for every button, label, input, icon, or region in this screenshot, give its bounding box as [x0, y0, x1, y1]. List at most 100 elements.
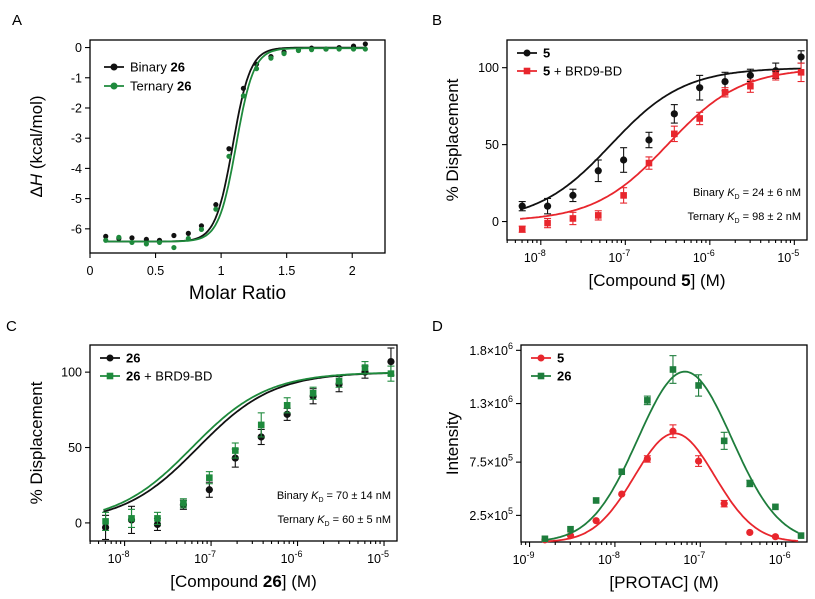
- series-2: 26 + BRD9-BD: [100, 361, 395, 531]
- legend-marker: [537, 372, 545, 380]
- legend-label: 5 + BRD9-BD: [543, 64, 622, 79]
- x-tick-exp: -7: [697, 550, 705, 560]
- legend-name-bold: 5: [557, 351, 564, 366]
- y-tick-base: -3: [71, 132, 82, 146]
- data-point: [544, 219, 551, 227]
- x-tick-exp: -7: [622, 248, 630, 258]
- y-tick-base: 100: [478, 61, 499, 75]
- legend-label: 26 + BRD9-BD: [126, 369, 212, 384]
- kd-sub: D: [735, 218, 740, 225]
- kd-post: = 24 ± 6 nM: [740, 187, 801, 199]
- kd-k: K: [727, 211, 735, 223]
- data-point: [213, 206, 219, 212]
- data-point: [643, 455, 651, 463]
- y-axis-label: ΔH (kcal/mol): [27, 95, 46, 197]
- panel-label: A: [12, 12, 22, 29]
- y-axis-label: Intensity: [443, 411, 462, 475]
- y-tick-base: 0: [492, 215, 499, 229]
- data-point: [772, 503, 779, 511]
- legend-name-bold: 5: [543, 64, 550, 79]
- data-point: [720, 437, 728, 445]
- data-point: [594, 167, 602, 175]
- y-tick-label: 50: [485, 138, 499, 152]
- y-tick-base: -1: [71, 71, 82, 85]
- y-tick-label: -1: [71, 71, 82, 85]
- x-tick-base: 10: [524, 251, 538, 265]
- plot-frame: [89, 39, 386, 254]
- fit-curve: [542, 370, 799, 542]
- x-tick-exp: -7: [208, 549, 216, 559]
- data-point: [746, 480, 754, 487]
- x-tick-base: 10: [513, 553, 527, 567]
- series-2: 26: [531, 355, 805, 543]
- legend-marker: [537, 354, 545, 362]
- data-point: [541, 535, 549, 543]
- data-point: [129, 239, 135, 246]
- kd-k: K: [317, 514, 325, 526]
- x-axis-label: Molar Ratio: [189, 283, 286, 304]
- data-point: [772, 72, 780, 79]
- data-point: [518, 202, 526, 210]
- y-tick-label: -3: [71, 132, 82, 146]
- data-point: [205, 486, 213, 494]
- kd-post: = 98 ± 2 nM: [740, 211, 801, 223]
- y-tick-base: 50: [68, 441, 82, 455]
- x-label-bold: 5: [681, 271, 690, 290]
- x-tick-label: 1.5: [278, 264, 295, 278]
- panel-label: C: [6, 318, 17, 335]
- data-point: [226, 153, 232, 159]
- data-point: [350, 46, 357, 52]
- kd-sub: D: [735, 194, 740, 201]
- x-axis-label: [Compound 26] (M): [170, 572, 316, 591]
- data-point: [644, 397, 651, 404]
- x-tick-label: 1: [218, 264, 225, 278]
- x-tick-exp: -8: [122, 549, 130, 559]
- kd-sub: D: [325, 521, 330, 528]
- data-point: [592, 497, 600, 504]
- data-point: [592, 517, 600, 525]
- y-tick-label: -2: [71, 101, 82, 115]
- y-tick-label: 0: [75, 41, 82, 55]
- x-label-text: [PROTAC] (M): [609, 573, 718, 592]
- data-point: [213, 202, 219, 208]
- x-tick-exp: -8: [612, 550, 620, 560]
- x-tick-exp: -6: [707, 248, 715, 258]
- data-point: [669, 427, 677, 435]
- fit-curve: [519, 67, 802, 211]
- kd-pre: Ternary: [687, 211, 727, 223]
- x-tick-exp: -6: [294, 549, 302, 559]
- data-point: [323, 46, 329, 52]
- x-tick-label: 0: [87, 264, 94, 278]
- x-tick-exp: -8: [538, 248, 546, 258]
- y-tick-label: 50: [68, 441, 82, 455]
- panel-d: D10-9 10-8 10-7 10-62.5×1057.5×1051.3×1061.…: [432, 318, 808, 592]
- kd-pre: Binary: [693, 187, 727, 199]
- x-tick-label: 0.5: [147, 264, 164, 278]
- x-tick-label: 10-8: [524, 248, 546, 265]
- legend-name-post: + BRD9-BD: [550, 64, 622, 79]
- data-point: [771, 533, 780, 541]
- data-point: [335, 377, 343, 385]
- data-point: [185, 230, 191, 236]
- data-point: [226, 146, 232, 152]
- y-tick-base: 1.3×10: [469, 397, 508, 411]
- data-point: [671, 130, 678, 138]
- data-point: [518, 225, 526, 233]
- y-tick-base: 50: [485, 138, 499, 152]
- legend-marker: [106, 372, 114, 380]
- y-tick-label: -5: [71, 192, 82, 206]
- data-point: [154, 515, 161, 522]
- legend-marker: [106, 354, 114, 362]
- kd-k: K: [727, 187, 735, 199]
- y-tick-base: 100: [61, 366, 82, 380]
- y-label-text: % Displacement: [27, 381, 46, 504]
- data-point: [645, 159, 653, 167]
- data-point: [620, 192, 627, 199]
- y-axis-label: % Displacement: [443, 78, 462, 201]
- x-tick-base: 10: [777, 251, 791, 265]
- x-tick-label: 10-7: [683, 550, 705, 567]
- x-tick-base: 10: [367, 552, 381, 566]
- y-tick-base: 1.8×10: [469, 344, 508, 358]
- x-tick-label: 10-7: [608, 248, 630, 265]
